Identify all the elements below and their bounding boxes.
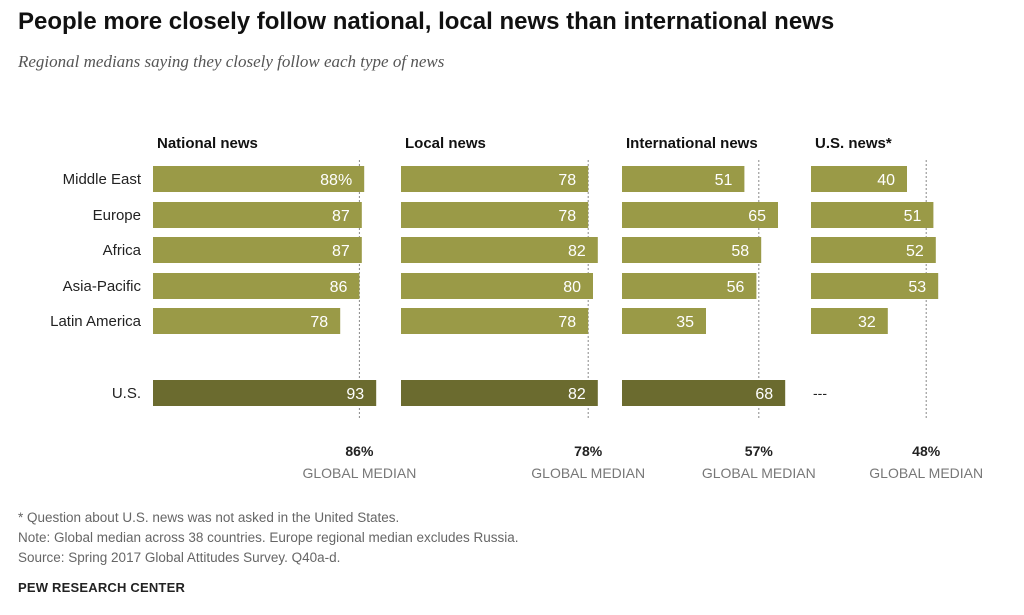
bar-value-label: 68: [755, 386, 773, 403]
median-value: 78%: [574, 443, 603, 459]
median-value: 57%: [745, 443, 774, 459]
bar: [622, 237, 762, 263]
bar-value-label: 52: [906, 243, 924, 260]
bar-value-label: 87: [332, 208, 350, 225]
note-asterisk: * Question about U.S. news was not asked…: [18, 510, 400, 525]
bar-value-label: 78: [558, 208, 576, 225]
bar-chart: Middle East Europe Africa Asia-Pacific Latin…: [50, 135, 983, 481]
category-label: Africa: [103, 242, 142, 259]
median-value: 48%: [912, 443, 941, 459]
bar-value-label: 32: [858, 314, 876, 331]
bar: [811, 202, 934, 228]
bar-value-label: 86: [330, 279, 348, 296]
bar: [401, 202, 589, 228]
bar: [153, 202, 362, 228]
category-label: Middle East: [63, 171, 142, 188]
bar-value-label: 82: [568, 386, 586, 403]
bar-value-label: 40: [877, 172, 895, 189]
bar: [153, 308, 341, 334]
bar-value-label: 78: [310, 314, 328, 331]
bar: [401, 308, 589, 334]
bar-value-label: 35: [676, 314, 694, 331]
chart-subtitle: Regional medians saying they closely fol…: [18, 52, 445, 71]
footer-credit: PEW RESEARCH CENTER: [18, 580, 186, 595]
bar-value-label: 80: [563, 279, 581, 296]
bar: [811, 273, 939, 299]
no-data-label: ---: [813, 385, 827, 401]
bar: [811, 237, 936, 263]
bar-value-label: 87: [332, 243, 350, 260]
panel-header: Local news: [405, 135, 486, 152]
bar: [622, 308, 706, 334]
panel-header: National news: [157, 135, 258, 152]
category-label: Latin America: [50, 313, 142, 330]
median-caption: GLOBAL MEDIAN: [702, 465, 816, 481]
chart-title: People more closely follow national, loc…: [18, 8, 835, 35]
bar-value-label: 82: [568, 243, 586, 260]
bar: [622, 166, 745, 192]
median-caption: GLOBAL MEDIAN: [869, 465, 983, 481]
notes: * Question about U.S. news was not asked…: [18, 508, 519, 568]
bar: [153, 380, 377, 406]
bar-value-label: 78: [558, 314, 576, 331]
category-label: Europe: [93, 207, 141, 224]
bar: [401, 166, 589, 192]
bar: [811, 308, 888, 334]
bar: [153, 166, 365, 192]
bar: [153, 273, 360, 299]
bar-value-label: 53: [908, 279, 926, 296]
note-methodology: Note: Global median across 38 countries.…: [18, 530, 519, 545]
bar-value-label: 88%: [320, 172, 352, 189]
bar-value-label: 93: [346, 386, 364, 403]
bar: [622, 380, 786, 406]
panel-header: International news: [626, 135, 758, 152]
note-source: Source: Spring 2017 Global Attitudes Sur…: [18, 550, 341, 565]
bar-value-label: 51: [904, 208, 922, 225]
bar-value-label: 51: [715, 172, 733, 189]
bar-value-label: 78: [558, 172, 576, 189]
category-label: U.S.: [112, 385, 141, 402]
bar: [401, 237, 598, 263]
median-caption: GLOBAL MEDIAN: [531, 465, 645, 481]
bar: [622, 273, 757, 299]
bar: [401, 380, 598, 406]
median-caption: GLOBAL MEDIAN: [302, 465, 416, 481]
bar: [401, 273, 593, 299]
bar: [622, 202, 778, 228]
category-label: Asia-Pacific: [63, 278, 142, 295]
bar: [811, 166, 907, 192]
bar-value-label: 65: [748, 208, 766, 225]
bar-value-label: 58: [731, 243, 749, 260]
panel-header: U.S. news*: [815, 135, 892, 152]
bar-value-label: 56: [727, 279, 745, 296]
median-value: 86%: [345, 443, 374, 459]
bar: [153, 237, 362, 263]
